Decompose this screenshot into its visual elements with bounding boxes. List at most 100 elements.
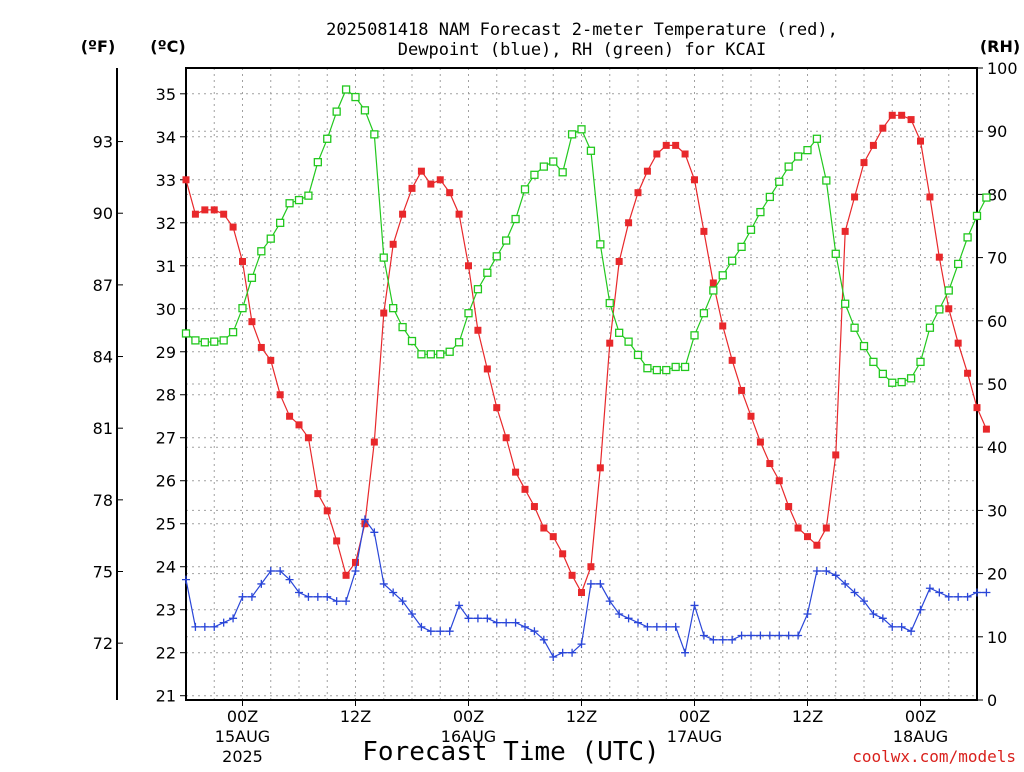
temperature-point <box>813 541 821 549</box>
temperature-point <box>691 176 698 184</box>
rh-point <box>464 309 473 318</box>
dewpoint-point <box>266 567 275 576</box>
temperature-point <box>389 240 397 248</box>
rh-point <box>483 268 492 277</box>
temperature-point <box>549 533 557 541</box>
dewpoint-point <box>860 597 868 606</box>
temperature-point <box>766 460 774 468</box>
series-0-group <box>182 111 990 597</box>
temperature-point <box>408 184 416 192</box>
fahrenheit-tick-label: 72 <box>93 634 113 653</box>
temperature-point <box>333 537 341 545</box>
temperature-point <box>738 386 746 394</box>
chart-title-line2: Dewpoint (blue), RH (green) for KCAI <box>398 40 766 60</box>
temperature-point <box>540 524 548 532</box>
celsius-tick-label: 33 <box>156 171 176 190</box>
dewpoint-point <box>831 571 840 580</box>
temperature-point <box>700 227 708 235</box>
rh-tick-label: 40 <box>987 438 1007 457</box>
dewpoint-point <box>436 627 445 636</box>
temperature-point <box>304 434 312 442</box>
rh-point <box>247 273 257 282</box>
dewpoint-point <box>473 614 482 623</box>
dewpoint-point <box>200 622 209 631</box>
dewpoint-point <box>878 614 887 623</box>
rh-point <box>916 357 925 367</box>
temperature-point <box>775 477 783 485</box>
chart-title-line1: 2025081418 NAM Forecast 2-meter Temperat… <box>326 20 838 40</box>
series-layer <box>181 85 991 662</box>
temperature-point <box>314 490 322 498</box>
celsius-tick-label: 24 <box>156 558 176 577</box>
temperature-point <box>606 339 614 347</box>
celsius-tick-label: 34 <box>156 128 176 147</box>
temperature-point <box>493 404 501 412</box>
temperature-point <box>587 563 595 571</box>
rh-point <box>737 242 746 252</box>
dewpoint-point <box>558 648 567 657</box>
dewpoint-point <box>690 601 699 610</box>
dewpoint-point <box>568 648 577 657</box>
temperature-point <box>785 503 793 511</box>
time-tick-label: 12Z <box>792 707 823 726</box>
date-tick-label: 17AUG <box>667 727 722 746</box>
dewpoint-point <box>897 622 906 631</box>
dewpoint-point <box>747 631 755 640</box>
dewpoint-point <box>662 622 671 631</box>
dewpoint-point <box>586 579 595 588</box>
temperature-point <box>568 571 576 579</box>
celsius-tick-label: 25 <box>156 515 176 534</box>
dewpoint-point <box>342 597 351 606</box>
dewpoint-point <box>681 648 690 657</box>
rh-point <box>351 92 360 102</box>
rh-point <box>662 365 671 375</box>
fahrenheit-tick-label: 78 <box>93 491 113 510</box>
rh-unit-label: (RH) <box>980 37 1020 56</box>
rh-point <box>812 134 822 143</box>
rh-point <box>210 337 219 346</box>
temperature-point <box>964 369 972 377</box>
temperature-point <box>973 404 981 412</box>
dewpoint-point <box>822 567 831 576</box>
date-tick-label: 15AUG <box>215 727 270 746</box>
rh-tick-label: 90 <box>987 122 1007 141</box>
temperature-point <box>370 438 378 446</box>
dewpoint-point <box>426 627 435 636</box>
dewpoint-point <box>888 622 897 631</box>
temperature-point <box>276 391 284 399</box>
credit-label: coolwx.com/models <box>852 747 1016 766</box>
rh-tick-label: 70 <box>987 249 1007 268</box>
dewpoint-point <box>398 597 407 606</box>
temperature-point <box>399 210 407 218</box>
rh-point <box>586 146 596 155</box>
rh-point <box>360 106 370 115</box>
dewpoint-point <box>728 635 737 644</box>
dewpoint-point <box>502 618 511 627</box>
rh-tick-label: 60 <box>987 312 1007 331</box>
temperature-point <box>201 206 209 214</box>
dewpoint-point <box>765 631 774 640</box>
temperature-point <box>521 485 529 493</box>
rh-point <box>643 364 652 373</box>
dewpoint-point <box>794 631 803 640</box>
dewpoint-point <box>907 627 916 636</box>
celsius-unit-label: (ºC) <box>150 37 185 56</box>
temperature-point <box>615 257 623 265</box>
dewpoint-point <box>634 618 642 627</box>
dewpoint-point <box>709 635 718 644</box>
rh-point <box>718 271 727 280</box>
temperature-point <box>907 116 915 124</box>
fahrenheit-unit-label: (ºF) <box>81 37 116 56</box>
dewpoint-point <box>982 588 991 597</box>
dewpoint-point <box>718 635 727 644</box>
dewpoint-point <box>210 622 219 631</box>
rh-point <box>473 285 483 294</box>
temperature-point <box>879 124 887 132</box>
temperature-point <box>295 421 303 429</box>
rh-point <box>944 286 953 295</box>
date-tick-label: 18AUG <box>893 727 948 746</box>
dewpoint-point <box>191 622 200 631</box>
dewpoint-point <box>455 601 464 610</box>
rh-point <box>935 305 944 314</box>
